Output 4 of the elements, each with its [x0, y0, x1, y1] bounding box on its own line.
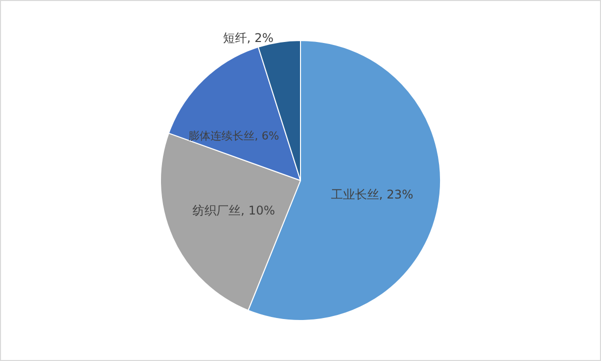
slice-label: 纺织厂丝, 10% — [192, 203, 276, 218]
slice-label: 工业长丝, 23% — [331, 187, 414, 202]
slice-label: 短纤, 2% — [222, 31, 274, 46]
slice-label: 膨体连续长丝, 6% — [188, 129, 280, 142]
